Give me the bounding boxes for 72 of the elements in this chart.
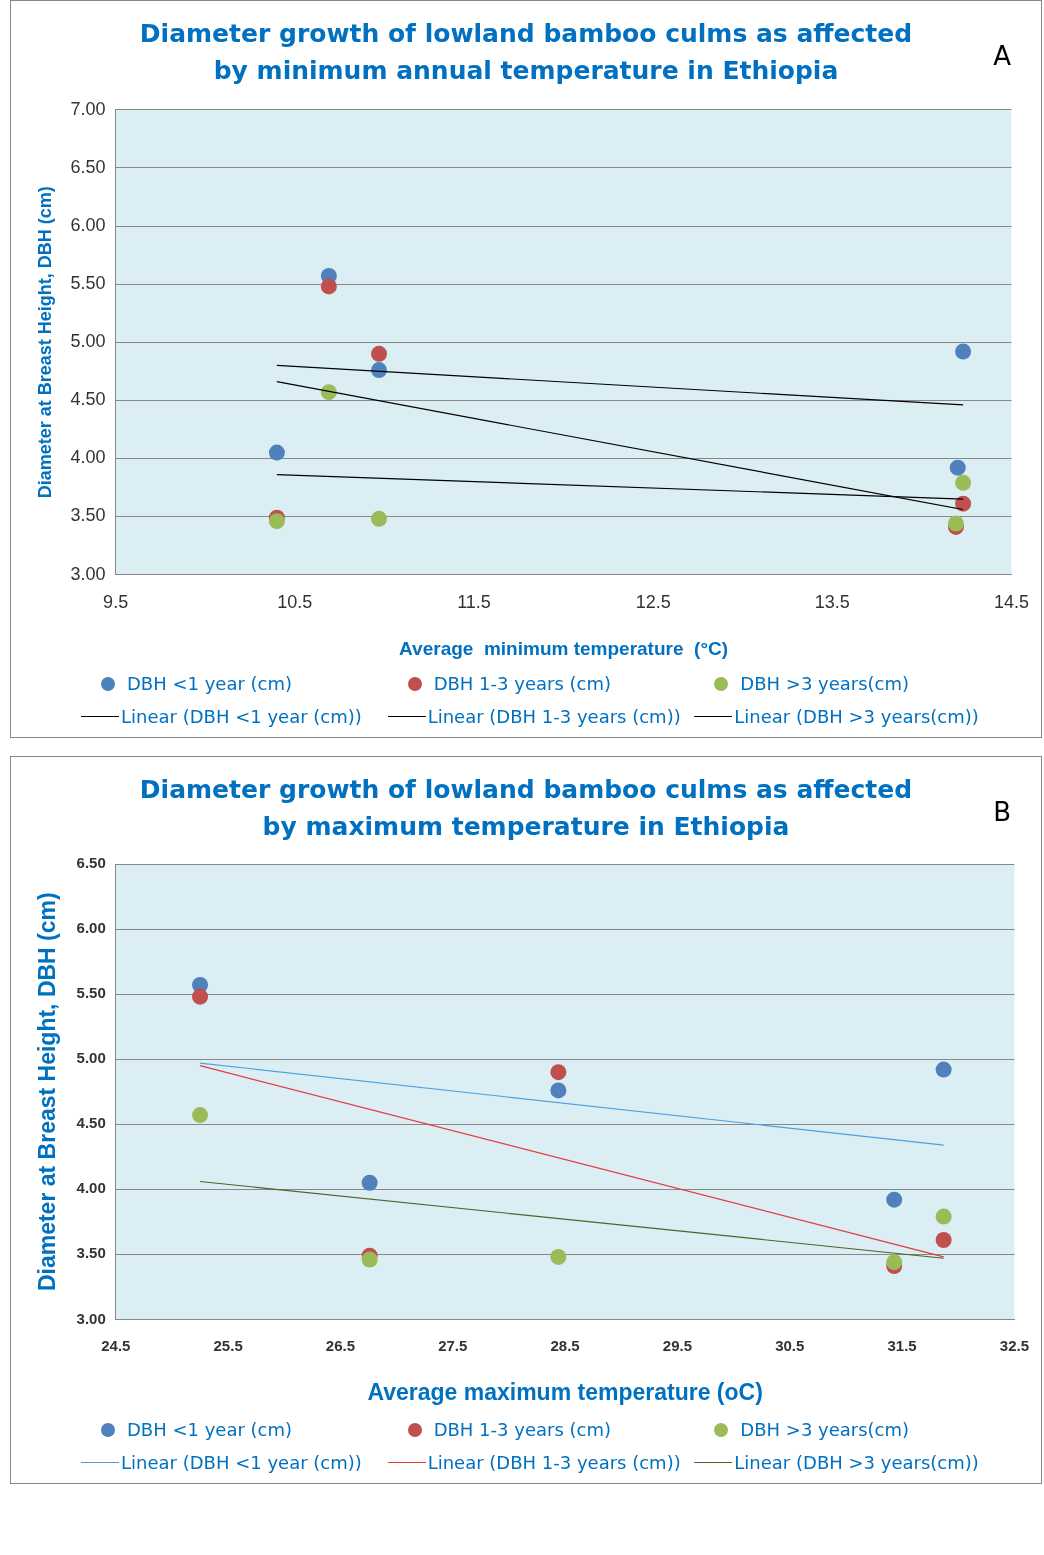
y-tick-label: 6.50	[70, 156, 106, 177]
point	[935, 1208, 952, 1225]
y-tick-label: 5.50	[70, 273, 106, 294]
x-tick-label: 31.5	[887, 1336, 917, 1354]
y-tick-label: 6.00	[70, 214, 106, 235]
point	[268, 444, 285, 461]
point	[955, 474, 972, 491]
x-axis-title: Average minimum temperature (°C)	[399, 637, 729, 659]
x-tick-label: 13.5	[814, 592, 850, 613]
x-tick-label: 29.5	[662, 1336, 693, 1354]
legend-label: Linear (DBH <1 year (cm))	[121, 1452, 362, 1473]
y-tick-label: 3.00	[76, 1309, 106, 1327]
y-tick-label: 4.50	[70, 389, 106, 410]
point	[886, 1191, 903, 1208]
point	[192, 988, 209, 1005]
point	[955, 343, 972, 360]
point	[550, 1248, 567, 1265]
text: B	[993, 797, 1011, 827]
legend-label: Linear (DBH >3 years(cm))	[734, 706, 979, 727]
point	[192, 1107, 209, 1124]
point	[361, 1174, 378, 1191]
point	[320, 278, 337, 295]
y-tick-label: 3.00	[70, 563, 106, 584]
legend-label: DBH <1 year (cm)	[127, 673, 293, 694]
point	[886, 1254, 903, 1271]
y-tick-label: 5.50	[76, 984, 106, 1002]
x-tick-label: 28.5	[550, 1336, 580, 1354]
point	[949, 459, 966, 476]
x-tick-label: 9.5	[103, 592, 129, 613]
y-axis-title: Diameter at Breast Height, DBH (cm)	[34, 892, 61, 1292]
point	[268, 513, 285, 530]
x-tick-label: 11.5	[457, 592, 491, 613]
point	[935, 1061, 952, 1078]
x-tick-label: 30.5	[775, 1336, 805, 1354]
legend-label: DBH 1-3 years (cm)	[433, 1419, 611, 1440]
y-tick-label: 4.50	[76, 1114, 106, 1132]
x-tick-label: 32.5	[999, 1336, 1029, 1354]
legend-label: Linear (DBH 1-3 years (cm))	[427, 1452, 681, 1473]
legend-label: DBH >3 years(cm)	[740, 1419, 910, 1440]
chart-title: Diameter growth of lowland bamboo culms as affected by maximum temperature in Ethiopia	[139, 775, 913, 841]
x-tick-label: 27.5	[438, 1336, 468, 1354]
y-axis-title: Diameter at Breast Height, DBH (cm)	[34, 186, 55, 499]
legend-label: Linear (DBH 1-3 years (cm))	[427, 706, 681, 727]
point	[371, 510, 388, 527]
chart-title: Diameter growth of lowland bamboo culms as affected by minimum annual temperature in Ethiopia	[139, 19, 913, 85]
point	[550, 1064, 567, 1081]
legend-label: DBH 1-3 years (cm)	[433, 673, 611, 694]
x-tick-label: 24.5	[101, 1336, 131, 1354]
x-tick-label: 25.5	[213, 1336, 243, 1354]
x-tick-label: 12.5	[635, 592, 671, 613]
legend-label: Linear (DBH <1 year (cm))	[121, 706, 362, 727]
y-tick-label: 5.00	[70, 331, 106, 352]
point	[361, 1251, 378, 1268]
y-tick-label: 3.50	[70, 505, 106, 526]
x-tick-label: 14.5	[993, 592, 1030, 613]
x-tick-label: 26.5	[325, 1336, 356, 1354]
y-tick-label: 6.00	[76, 919, 106, 937]
point	[371, 345, 388, 362]
point	[935, 1232, 952, 1249]
legend-label: DBH >3 years(cm)	[740, 673, 910, 694]
y-tick-label: 4.00	[76, 1179, 106, 1197]
text: A	[993, 41, 1011, 71]
y-tick-label: 4.00	[70, 447, 106, 468]
legend-label: DBH <1 year (cm)	[127, 1419, 293, 1440]
y-tick-label: 3.50	[76, 1244, 106, 1262]
point	[550, 1082, 567, 1099]
y-tick-label: 6.50	[76, 854, 106, 872]
x-tick-label: 10.5	[277, 592, 313, 613]
y-tick-label: 5.00	[76, 1049, 106, 1067]
y-tick-label: 7.00	[70, 98, 106, 119]
legend-label: Linear (DBH >3 years(cm))	[734, 1452, 979, 1473]
x-axis-title: Average maximum temperature (oC)	[367, 1378, 763, 1405]
